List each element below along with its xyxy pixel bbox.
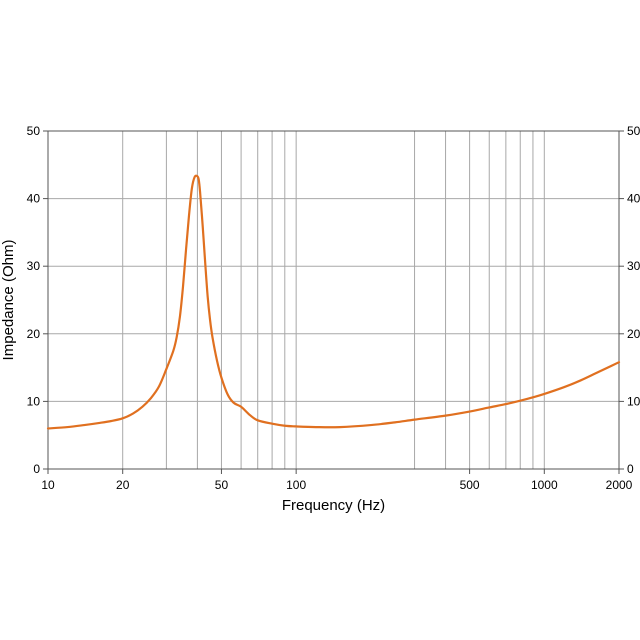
- y-tick-label-right: 0: [627, 462, 634, 476]
- x-tick-label: 20: [116, 478, 130, 492]
- y-tick-label-left: 40: [27, 192, 41, 206]
- plot-frame: [47, 130, 620, 470]
- y-tick-label-left: 20: [27, 327, 41, 341]
- y-tick-label-left: 50: [27, 124, 41, 138]
- grid-layer: [48, 131, 619, 469]
- x-tick-label: 1000: [531, 478, 558, 492]
- x-tick-label: 50: [215, 478, 229, 492]
- y-tick-label-right: 20: [627, 327, 640, 341]
- x-tick-label: 100: [286, 478, 306, 492]
- y-axis-title: Impedance (Ohm): [0, 240, 17, 361]
- y-tick-label-right: 30: [627, 259, 640, 273]
- y-tick-label-left: 10: [27, 394, 41, 408]
- y-tick-label-right: 10: [627, 394, 640, 408]
- x-tick-label: 10: [41, 478, 55, 492]
- x-tick-label: 500: [460, 478, 480, 492]
- y-tick-label-right: 50: [627, 124, 640, 138]
- series-line-impedance: [46, 174, 621, 430]
- y-tick-label-left: 0: [33, 462, 40, 476]
- x-tick-label: 2000: [606, 478, 633, 492]
- x-axis-title: Frequency (Hz): [282, 497, 385, 514]
- y-tick-label-right: 40: [627, 192, 640, 206]
- series-layer: [46, 174, 621, 430]
- y-tick-label-left: 30: [27, 259, 41, 273]
